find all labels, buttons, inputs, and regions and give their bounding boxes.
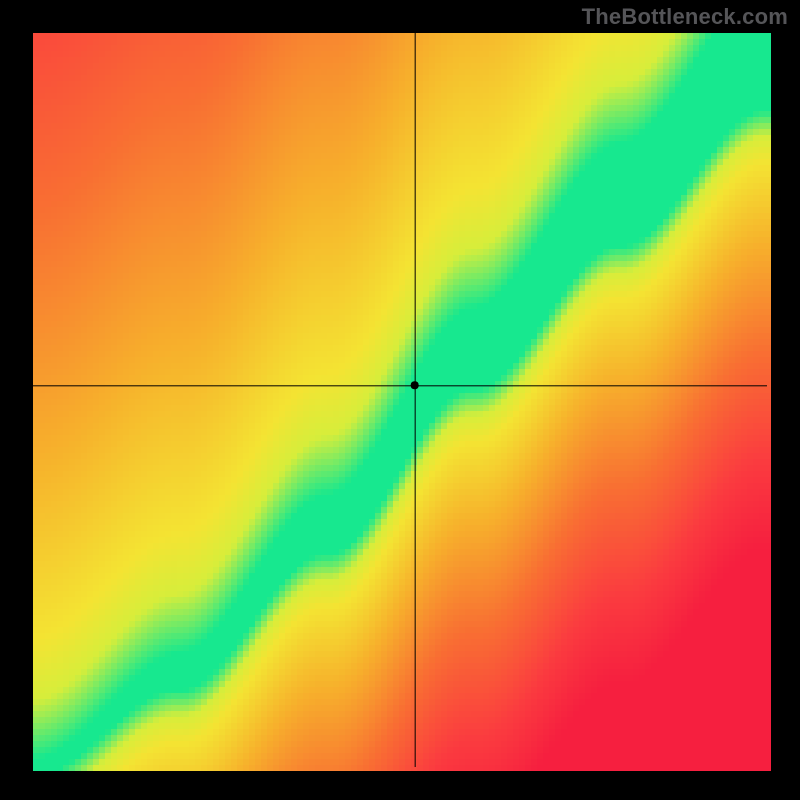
chart-container: TheBottleneck.com [0, 0, 800, 800]
bottleneck-heatmap [0, 0, 800, 800]
watermark-text: TheBottleneck.com [582, 4, 788, 30]
